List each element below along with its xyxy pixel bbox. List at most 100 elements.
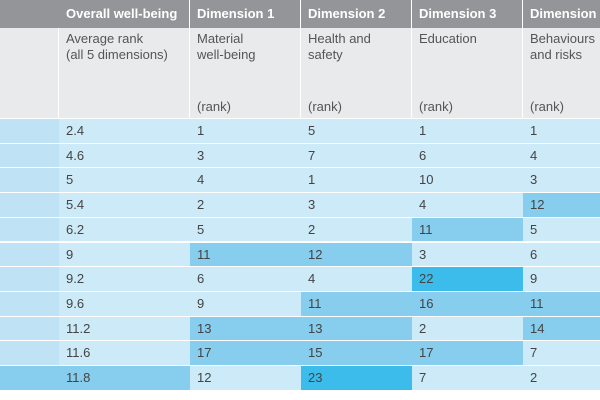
header-dimension-2: Dimension 2 [308,6,386,21]
average-rank-cell: 9 [59,241,190,267]
row-label-cell [0,290,59,316]
dimension-rank-cell: 3 [412,241,523,267]
dimension-rank-cell: 1 [190,118,301,143]
dimension-rank-cell: 5 [190,216,301,242]
dimension-rank-cell: 10 [412,167,523,193]
row-label-cell [0,118,59,143]
dimension-rank-cell: 5 [301,118,412,143]
header-dimension-4: Dimension [530,6,597,21]
dimension-rank-cell: 12 [301,241,412,267]
dimension-rank-cell: 17 [190,340,301,365]
dimension-rank-cell: 12 [523,192,600,217]
dimension-rank-cell: 11 [301,290,412,316]
header-overall-well-being: Overall well-being [66,6,178,21]
table-row: 9 11 12 3 6 [0,241,600,267]
dimension-rank-cell: 3 [301,192,412,217]
dimension-rank-cell: 23 [301,365,412,390]
average-rank-cell: 9.6 [59,290,190,316]
dimension-rank-cell: 4 [301,266,412,291]
dimension-rank-cell: 6 [412,142,523,168]
table-row: 9.2 6 4 22 9 [0,266,600,291]
dimension-rank-cell: 1 [523,118,600,143]
dimension-rank-cell: 22 [412,266,523,291]
subheader-line: Education [419,31,477,46]
dimension-rank-cell: 2 [190,192,301,217]
row-label-cell [0,142,59,168]
dimension-rank-cell: 3 [190,142,301,168]
average-rank-cell: 11.8 [59,365,190,390]
unit-label-dimension-2: (rank) [308,99,342,114]
table-row: 4.6 3 7 6 4 [0,142,600,168]
dimension-rank-cell: 11 [523,290,600,316]
subheader-line: Behaviours [530,31,596,46]
dimension-rank-cell: 13 [190,315,301,341]
subheader-dimension-1: Material well-being [190,31,301,63]
row-label-cell [0,315,59,341]
table-row: 2.4 1 5 1 1 [0,118,600,143]
subheader-line: and risks [530,47,583,62]
average-rank-cell: 5 [59,167,190,193]
row-label-cell [0,216,59,242]
dimension-rank-cell: 2 [523,365,600,390]
unit-label-dimension-1: (rank) [197,99,231,114]
subheader-line: (all 5 dimensions) [66,47,168,62]
row-label-cell [0,241,59,267]
dimension-rank-cell: 5 [523,216,600,242]
subheader-dimension-3: Education [412,31,523,47]
table-row: 11.8 12 23 7 2 [0,365,600,390]
dimension-rank-cell: 11 [190,241,301,267]
average-rank-cell: 2.4 [59,118,190,143]
average-rank-cell: 4.6 [59,142,190,168]
dimension-rank-cell: 7 [412,365,523,390]
dimension-rank-cell: 7 [301,142,412,168]
dimension-rank-cell: 3 [523,167,600,193]
dimension-rank-cell: 9 [190,290,301,316]
dimension-rank-cell: 6 [190,266,301,291]
dimension-rank-cell: 2 [412,315,523,341]
average-rank-cell: 6.2 [59,216,190,242]
subheader-line: safety [308,47,343,62]
dimension-rank-cell: 15 [301,340,412,365]
dimension-rank-cell: 4 [523,142,600,168]
row-label-cell [0,365,59,390]
unit-label-dimension-4: (rank) [530,99,564,114]
dimension-rank-cell: 14 [523,315,600,341]
row-label-cell [0,340,59,365]
row-label-cell [0,167,59,193]
dimension-rank-cell: 17 [412,340,523,365]
subheader-line: well-being [197,47,256,62]
unit-label-dimension-3: (rank) [419,99,453,114]
dimension-rank-cell: 2 [301,216,412,242]
average-rank-cell: 11.2 [59,315,190,341]
subheader-dimension-4: Behaviours and risks [523,31,600,63]
table-row: 6.2 5 2 11 5 [0,216,600,242]
subheader-line: Health and [308,31,371,46]
subheader-line: Average rank [66,31,144,46]
dimension-rank-cell: 6 [523,241,600,267]
dimension-rank-cell: 16 [412,290,523,316]
header-dimension-1: Dimension 1 [197,6,275,21]
subheader-overall: Average rank (all 5 dimensions) [59,31,190,63]
table-row: 11.2 13 13 2 14 [0,315,600,341]
dimension-rank-cell: 1 [301,167,412,193]
table-row: 9.6 9 11 16 11 [0,290,600,316]
column-divider [58,28,59,118]
dimension-rank-cell: 9 [523,266,600,291]
dimension-rank-cell: 12 [190,365,301,390]
table-row: 5 4 1 10 3 [0,167,600,193]
dimension-rank-cell: 11 [412,216,523,242]
header-dimension-3: Dimension 3 [419,6,497,21]
subheader-dimension-2: Health and safety [301,31,412,63]
dimension-rank-cell: 4 [412,192,523,217]
header-cell-0 [0,0,59,28]
row-label-cell [0,266,59,291]
subheader-line: Material [197,31,244,46]
dimension-rank-cell: 4 [190,167,301,193]
average-rank-cell: 9.2 [59,266,190,291]
row-label-cell [0,192,59,217]
table-row: 5.4 2 3 4 12 [0,192,600,217]
dimension-rank-cell: 13 [301,315,412,341]
table-row: 11.6 17 15 17 7 [0,340,600,365]
dimension-rank-cell: 1 [412,118,523,143]
average-rank-cell: 11.6 [59,340,190,365]
